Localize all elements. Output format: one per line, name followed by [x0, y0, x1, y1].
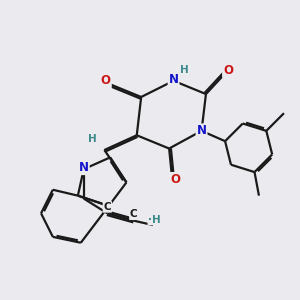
Text: O: O: [101, 74, 111, 87]
Text: C: C: [130, 209, 138, 219]
Text: H: H: [88, 134, 96, 144]
Text: ·H: ·H: [148, 215, 161, 225]
Text: N: N: [196, 124, 206, 137]
Text: O: O: [223, 64, 233, 77]
Text: C: C: [103, 202, 111, 212]
Text: N: N: [79, 161, 89, 174]
Text: H: H: [180, 65, 189, 76]
Text: N: N: [169, 73, 178, 86]
Text: O: O: [170, 173, 180, 186]
